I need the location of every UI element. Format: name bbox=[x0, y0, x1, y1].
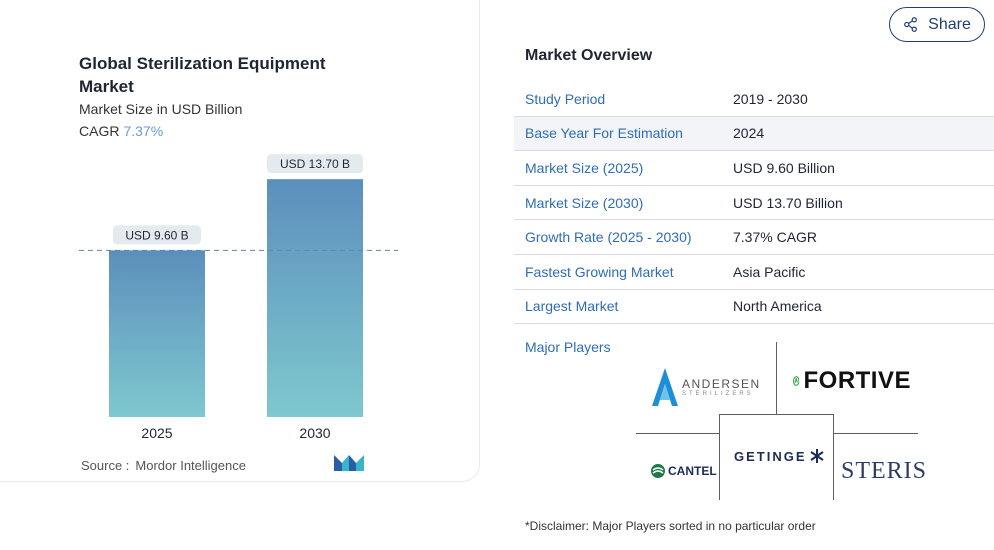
share-button[interactable]: Share bbox=[889, 7, 985, 42]
overview-row-market-size-2030: Market Size (2030) USD 13.70 Billion bbox=[514, 186, 994, 221]
row-value: Asia Pacific bbox=[733, 263, 806, 280]
major-players-grid: ANDERSEN STERILIZERS FORTIVE GETINGE CAN… bbox=[636, 342, 926, 500]
x-tick-label: 2025 bbox=[141, 425, 172, 441]
share-icon bbox=[904, 17, 918, 32]
overview-row-largest-market: Largest Market North America bbox=[514, 290, 994, 325]
disclaimer: *Disclaimer: Major Players sorted in no … bbox=[525, 519, 816, 533]
steris-name: STERIS bbox=[841, 457, 928, 484]
share-label: Share bbox=[928, 15, 971, 33]
data-label-badge bbox=[113, 225, 201, 245]
source-label: Source : bbox=[81, 458, 130, 473]
steris-logo: STERIS bbox=[838, 454, 926, 488]
fortive-mark-icon bbox=[793, 376, 800, 386]
divider bbox=[776, 342, 777, 414]
andersen-name: ANDERSEN bbox=[682, 377, 761, 391]
divider bbox=[833, 414, 834, 500]
bar-2030 bbox=[267, 179, 363, 417]
data-label-badge bbox=[267, 154, 363, 174]
cagr-value: 7.37% bbox=[123, 123, 164, 139]
divider bbox=[636, 433, 719, 434]
divider bbox=[719, 414, 720, 500]
overview-table: Study Period 2019 - 2030 Base Year For E… bbox=[514, 82, 994, 325]
row-key[interactable]: Market Size (2025) bbox=[525, 159, 644, 176]
cagr-line: CAGR 7.37% bbox=[79, 123, 163, 139]
andersen-sub: STERILIZERS bbox=[682, 391, 754, 397]
cantel-name: CANTEL bbox=[668, 464, 717, 478]
getinge-name: GETINGE bbox=[734, 448, 807, 464]
row-key[interactable]: Largest Market bbox=[525, 298, 619, 315]
row-value: 7.37% CAGR bbox=[733, 229, 818, 246]
row-key[interactable]: Study Period bbox=[525, 90, 606, 107]
andersen-mark-icon bbox=[652, 368, 678, 406]
row-key[interactable]: Base Year For Estimation bbox=[525, 125, 683, 142]
overview-row-base-year: Base Year For Estimation 2024 bbox=[514, 116, 994, 152]
row-key[interactable]: Growth Rate (2025 - 2030) bbox=[525, 229, 692, 246]
getinge-star-icon bbox=[809, 449, 824, 463]
divider bbox=[833, 433, 918, 434]
chart-card bbox=[0, 0, 480, 482]
source-value: Mordor Intelligence bbox=[135, 458, 246, 473]
chart-subtitle: Market Size in USD Billion bbox=[79, 101, 243, 117]
row-value: USD 13.70 Billion bbox=[733, 194, 843, 211]
major-players-label: Major Players bbox=[525, 339, 611, 355]
overview-row-market-size-2025: Market Size (2025) USD 9.60 Billion bbox=[514, 151, 994, 186]
cantel-logo: CANTEL bbox=[650, 462, 730, 480]
andersen-logo: ANDERSEN STERILIZERS bbox=[652, 366, 764, 408]
source-note: Source : Mordor Intelligence bbox=[81, 458, 246, 473]
bar-2025 bbox=[109, 250, 205, 417]
mordor-logo-icon bbox=[334, 455, 364, 471]
cantel-mark-icon bbox=[651, 464, 665, 478]
row-value: USD 9.60 Billion bbox=[733, 159, 835, 176]
getinge-logo: GETINGE bbox=[734, 446, 830, 466]
row-key[interactable]: Fastest Growing Market bbox=[525, 263, 674, 280]
row-value: 2019 - 2030 bbox=[733, 90, 808, 107]
bar-chart: USD 9.60 B 2025 USD 13.70 B 2030 bbox=[79, 154, 398, 441]
overview-row-study-period: Study Period 2019 - 2030 bbox=[514, 82, 994, 117]
x-tick-label: 2030 bbox=[299, 425, 330, 441]
fortive-name: FORTIVE bbox=[803, 367, 911, 394]
row-key[interactable]: Market Size (2030) bbox=[525, 194, 644, 211]
data-label: USD 13.70 B bbox=[280, 157, 350, 171]
cagr-label: CAGR bbox=[79, 123, 120, 139]
data-label: USD 9.60 B bbox=[125, 228, 188, 242]
chart-title: Global Sterilization Equipment Market bbox=[79, 54, 326, 96]
fortive-logo: FORTIVE bbox=[793, 362, 911, 400]
overview-row-growth-rate: Growth Rate (2025 - 2030) 7.37% CAGR bbox=[514, 220, 994, 255]
overview-title: Market Overview bbox=[525, 47, 653, 64]
overview-row-fastest-growing: Fastest Growing Market Asia Pacific bbox=[514, 255, 994, 290]
divider bbox=[719, 414, 833, 415]
row-value: 2024 bbox=[733, 125, 765, 142]
row-value: North America bbox=[733, 298, 822, 315]
